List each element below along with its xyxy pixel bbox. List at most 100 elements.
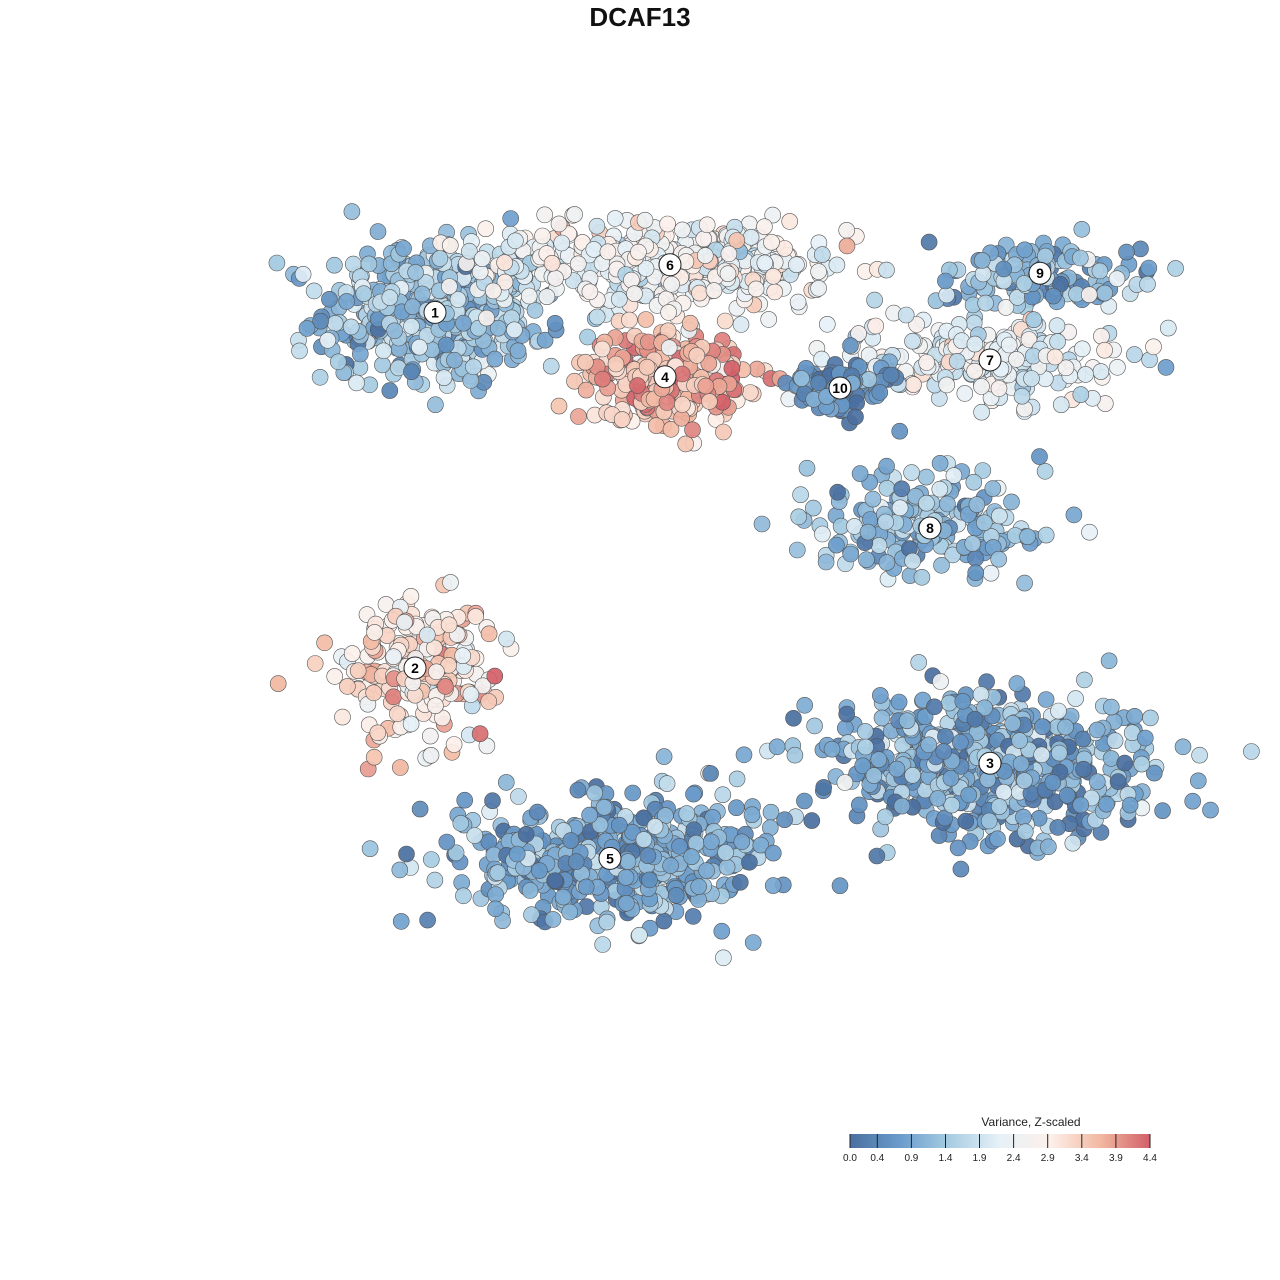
cell-point — [828, 256, 846, 274]
cell-point — [1044, 774, 1062, 791]
cell-point — [326, 668, 344, 685]
cell-point — [1118, 243, 1135, 261]
cell-point — [1157, 359, 1175, 376]
cell-point — [991, 507, 1008, 525]
cell-point — [569, 781, 587, 799]
cell-point — [1058, 786, 1076, 804]
cluster-label-text: 8 — [926, 520, 934, 536]
cell-point — [742, 229, 760, 246]
cell-point — [929, 790, 947, 807]
legend-tick-label: 4.4 — [1143, 1153, 1157, 1164]
cell-point — [931, 454, 949, 472]
cell-point — [715, 423, 732, 441]
cell-point — [823, 740, 841, 758]
cell-point — [1034, 718, 1051, 736]
cell-point — [989, 830, 1006, 848]
cell-point — [793, 370, 810, 387]
cell-point — [452, 814, 470, 832]
cell-point — [735, 746, 753, 764]
cell-point — [995, 260, 1013, 278]
cell-point — [685, 785, 702, 803]
cell-point — [1096, 284, 1113, 302]
cell-point — [957, 812, 975, 830]
cluster-label-text: 2 — [411, 660, 419, 676]
cell-point — [486, 350, 504, 368]
cell-point — [1073, 221, 1091, 238]
cell-point — [1133, 755, 1150, 773]
cell-point — [480, 625, 498, 643]
cell-point — [662, 857, 679, 874]
cell-point — [1093, 327, 1110, 345]
cell-point — [544, 911, 562, 928]
cluster-label-4: 4 — [653, 365, 677, 389]
cell-point — [871, 384, 889, 401]
cell-point — [329, 353, 347, 371]
cell-point — [349, 662, 367, 680]
cell-point — [688, 347, 706, 364]
cell-point — [586, 784, 604, 802]
cell-point — [343, 203, 361, 220]
cell-point — [975, 514, 993, 532]
cell-point — [389, 705, 406, 723]
legend-color-bar — [850, 1134, 1150, 1148]
cell-point — [467, 608, 485, 625]
cell-point — [903, 464, 920, 481]
cell-point — [617, 869, 635, 886]
cell-point — [913, 568, 931, 586]
cell-point — [413, 285, 431, 303]
cell-point — [1067, 690, 1084, 707]
cell-point — [705, 282, 723, 299]
cell-point — [781, 213, 799, 230]
cell-point — [1174, 738, 1192, 756]
cell-point — [588, 308, 606, 326]
cell-point — [498, 630, 515, 648]
cell-point — [629, 377, 646, 394]
cell-point — [607, 355, 625, 373]
cell-point — [952, 733, 969, 751]
cell-point — [1116, 754, 1133, 772]
cell-point — [487, 886, 505, 903]
cell-point — [529, 803, 546, 821]
cell-point — [878, 554, 896, 571]
cell-point — [926, 698, 943, 716]
cell-point — [403, 317, 420, 335]
cell-point — [449, 291, 467, 308]
cell-point — [905, 376, 922, 393]
cell-point — [1184, 792, 1201, 810]
cell-point — [381, 382, 399, 399]
cell-point — [763, 233, 780, 251]
cell-point — [510, 788, 527, 805]
cell-point — [426, 871, 444, 889]
cell-point — [747, 280, 765, 298]
cell-point — [610, 816, 628, 834]
cell-point — [1016, 241, 1033, 259]
cell-point — [744, 934, 762, 951]
cell-point — [960, 786, 978, 804]
legend-tick-label: 2.9 — [1041, 1153, 1055, 1164]
cell-point — [851, 465, 869, 482]
cell-point — [407, 264, 424, 281]
cell-point — [585, 241, 603, 258]
cell-point — [1011, 732, 1028, 749]
cell-point — [818, 315, 836, 333]
cell-point — [984, 480, 1002, 497]
cell-point — [509, 342, 527, 360]
cell-point — [1106, 732, 1124, 750]
cell-point — [966, 335, 984, 353]
cell-point — [1049, 819, 1067, 836]
legend-tick-label: 0.4 — [870, 1153, 884, 1164]
cell-point — [1145, 338, 1162, 356]
cell-point — [1190, 772, 1207, 790]
cell-point — [1091, 262, 1109, 280]
cell-point — [392, 913, 410, 930]
cluster-label-text: 10 — [832, 380, 848, 396]
cell-point — [441, 237, 459, 254]
cell-point — [1065, 506, 1083, 524]
cell-point — [697, 377, 715, 395]
cell-point — [1160, 319, 1177, 337]
cell-point — [538, 288, 556, 306]
cell-point — [966, 710, 984, 728]
cell-point — [723, 360, 741, 377]
cell-point — [630, 243, 647, 261]
